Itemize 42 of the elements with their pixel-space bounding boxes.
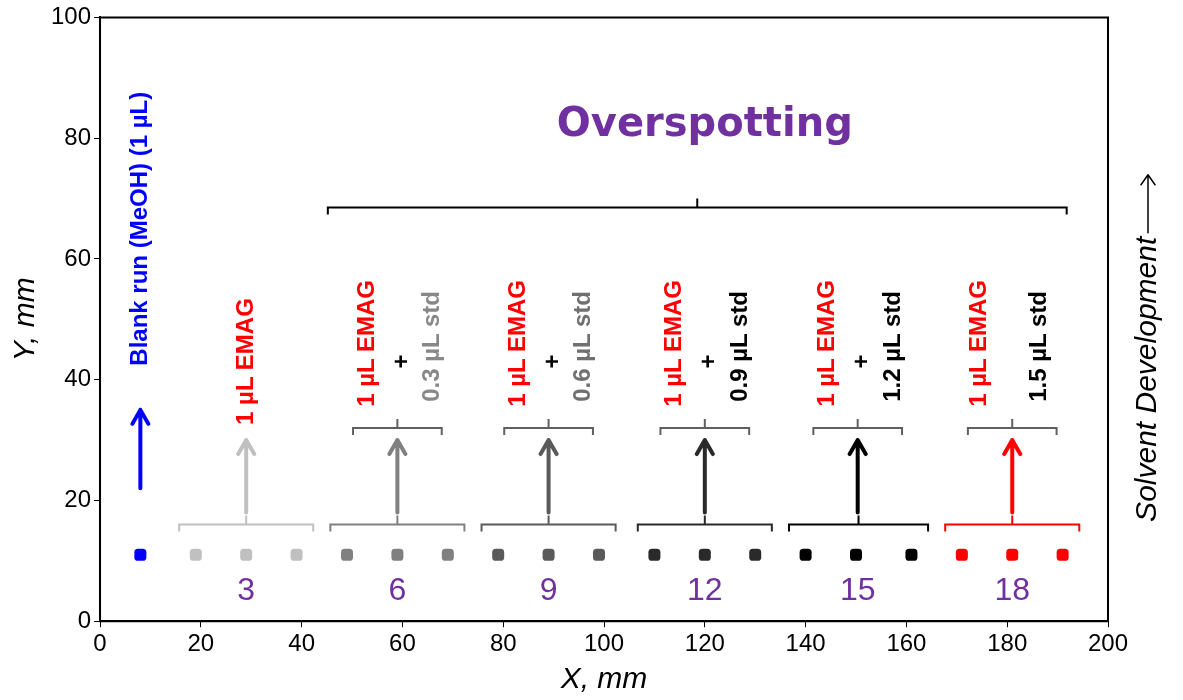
y-tick-label: 100 — [51, 2, 92, 30]
annotation: 1.5 µL std — [1024, 291, 1052, 402]
annotation: 1 µL EMAG — [351, 280, 379, 407]
annotation: 18 — [994, 570, 1031, 607]
annotation: 0.6 µL std — [568, 291, 596, 402]
x-tick-label: 20 — [187, 629, 215, 657]
annotation: Overspotting — [556, 99, 853, 146]
annotation: 3 — [237, 570, 256, 607]
y-tick-label: 20 — [64, 485, 92, 513]
annotation: 0.9 µL std — [724, 291, 752, 402]
x-tick-label: 140 — [785, 629, 826, 657]
annotation: 1 µL EMAG — [502, 280, 530, 407]
x-tick-label: 120 — [684, 629, 725, 657]
annotation: 1 µL EMAG — [812, 280, 840, 407]
x-tick-label: 160 — [886, 629, 927, 657]
annotation: 15 — [839, 570, 876, 607]
y-tick-label: 0 — [77, 605, 92, 633]
y-axis-title: Y, mm — [7, 277, 41, 362]
x-tick-label: 40 — [288, 629, 315, 657]
annotation: 12 — [687, 570, 723, 607]
y-tick-label: 60 — [64, 243, 92, 271]
x-axis-title: X, mm — [559, 661, 648, 695]
x-tick-label: 60 — [389, 629, 416, 657]
y-tick-label: 40 — [64, 364, 92, 392]
y-tick-label: 80 — [64, 122, 92, 150]
annotation: 1 µL EMAG — [659, 280, 687, 407]
annotation: 9 — [539, 570, 558, 607]
annotation: 0.3 µL std — [417, 291, 445, 402]
x-tick-label: 100 — [584, 629, 625, 657]
annotation: + — [847, 354, 875, 369]
annotation: + — [538, 354, 566, 369]
x-tick-label: 180 — [987, 629, 1028, 657]
x-tick-label: 80 — [489, 629, 517, 657]
annotation: 1.2 µL std — [877, 291, 905, 402]
text: Solvent Development — [1129, 235, 1163, 522]
annotation: 1 µL EMAG — [963, 280, 991, 407]
annotation: Blank run (MeOH) (1 µL) — [124, 91, 152, 366]
annotation: + — [694, 354, 722, 369]
annotation: 1 µL EMAG — [230, 298, 258, 425]
x-tick-label: 200 — [1087, 629, 1129, 657]
annotation: 6 — [388, 570, 407, 607]
annotation: + — [387, 354, 415, 369]
